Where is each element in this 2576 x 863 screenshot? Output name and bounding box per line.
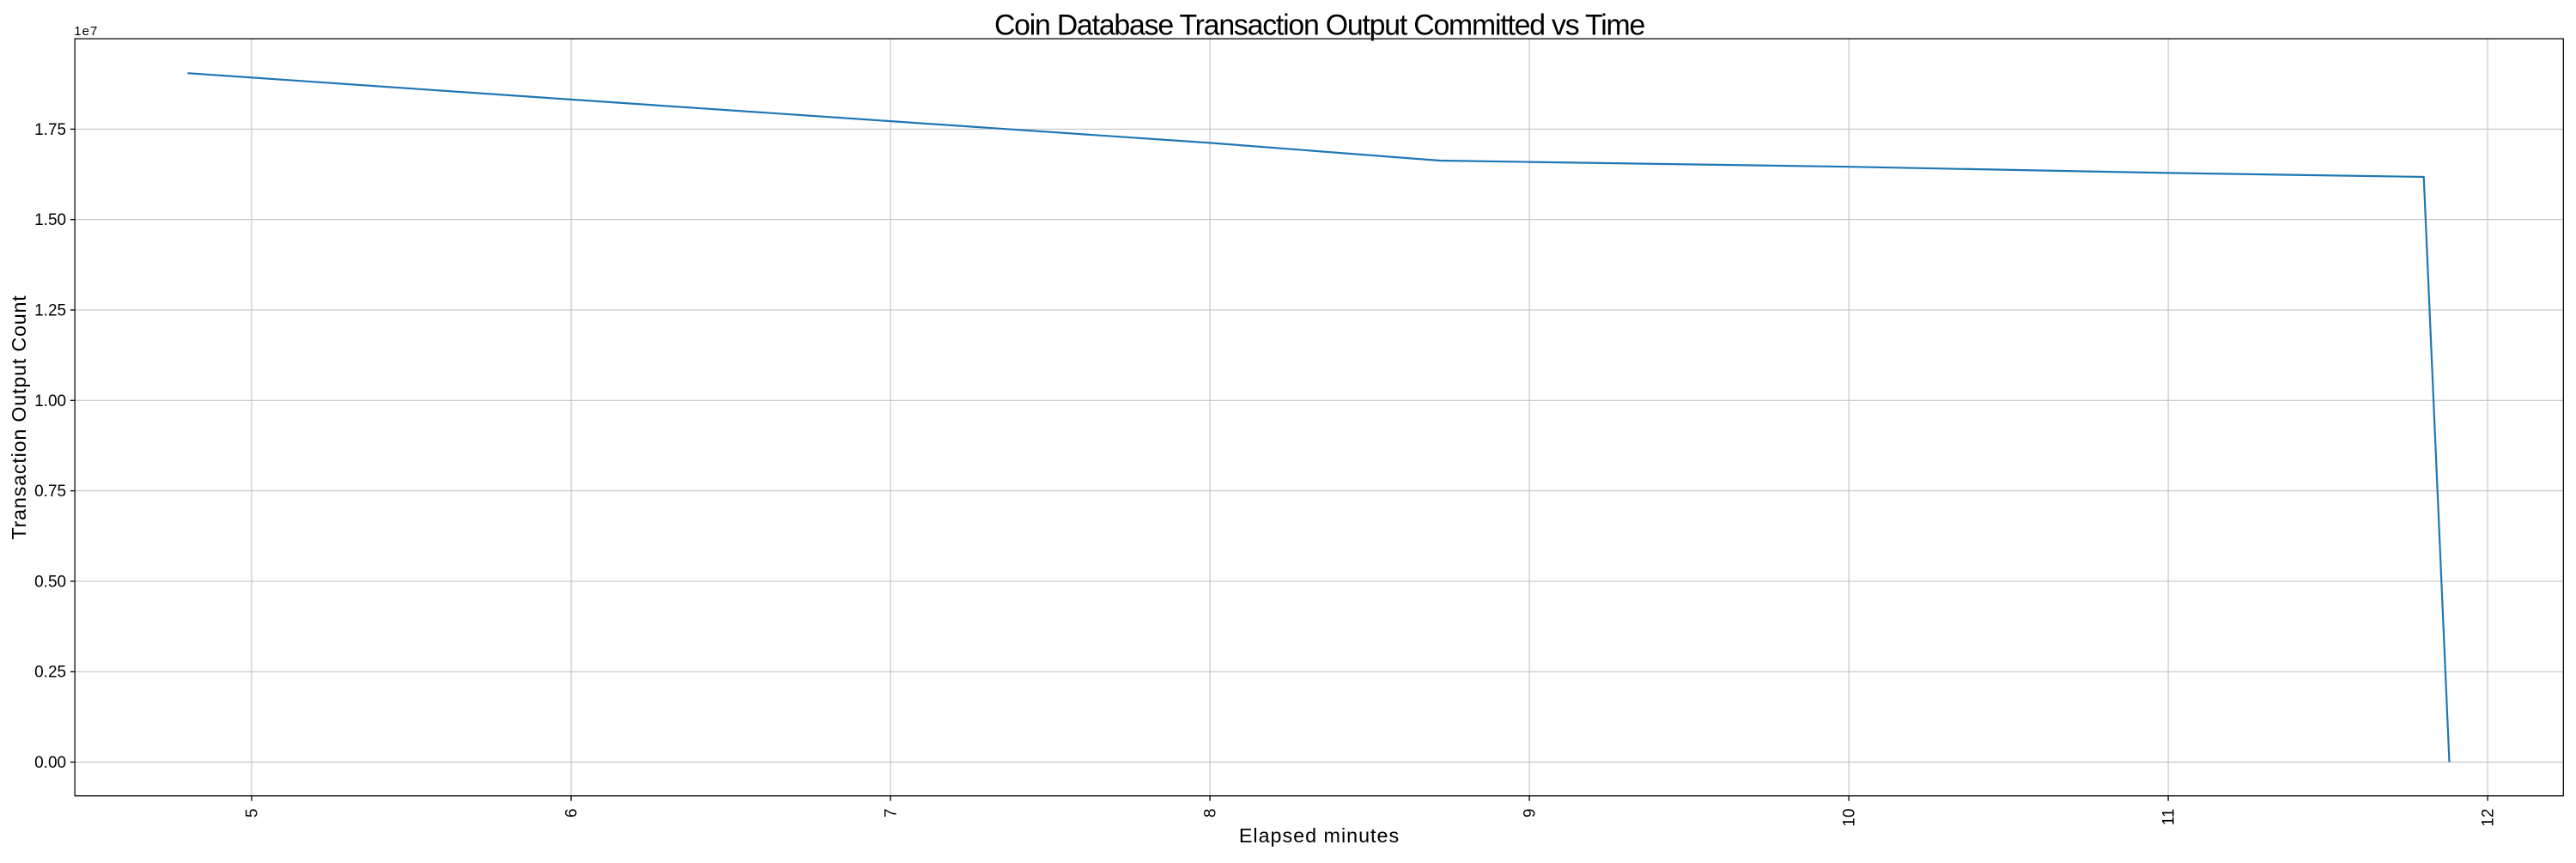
svg-text:0.50: 0.50: [34, 573, 66, 591]
svg-text:Coin Database Transaction Outp: Coin Database Transaction Output Committ…: [994, 9, 1645, 41]
svg-text:1.50: 1.50: [34, 211, 66, 229]
svg-text:10: 10: [1841, 809, 1859, 827]
svg-text:1.75: 1.75: [34, 121, 66, 139]
svg-text:Transaction Output Count: Transaction Output Count: [8, 295, 30, 539]
svg-text:1.00: 1.00: [34, 392, 66, 410]
svg-text:1e7: 1e7: [74, 24, 98, 39]
svg-text:7: 7: [883, 809, 901, 818]
svg-text:11: 11: [2160, 809, 2178, 826]
svg-text:12: 12: [2480, 809, 2498, 827]
svg-text:9: 9: [1522, 809, 1540, 818]
svg-text:5: 5: [244, 809, 262, 818]
svg-text:0.00: 0.00: [34, 754, 66, 772]
svg-text:Elapsed minutes: Elapsed minutes: [1239, 824, 1400, 847]
svg-text:6: 6: [563, 809, 581, 818]
svg-text:1.25: 1.25: [34, 302, 66, 320]
svg-text:8: 8: [1202, 809, 1220, 818]
svg-text:0.25: 0.25: [34, 664, 66, 682]
svg-text:0.75: 0.75: [34, 483, 66, 501]
